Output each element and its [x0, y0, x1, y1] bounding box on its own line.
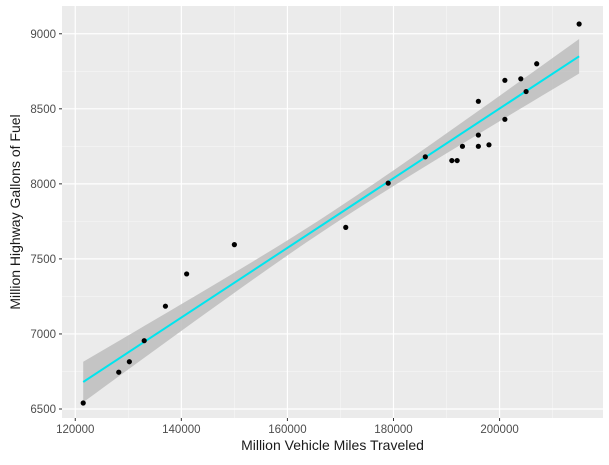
data-point [454, 157, 460, 164]
x-tick-label: 200000 [480, 424, 518, 436]
regression-line [82, 55, 580, 383]
x-tick-label: 160000 [268, 424, 306, 436]
data-point [475, 98, 481, 104]
y-tick-label: 9000 [30, 29, 56, 41]
data-point [141, 338, 147, 344]
data-point [486, 142, 492, 148]
data-point [502, 77, 508, 83]
data-point [518, 76, 524, 82]
data-point [231, 242, 237, 248]
data-points [80, 21, 582, 406]
y-axis-ticks: 6500 7000 7500 8000 8500 9000 [30, 29, 62, 416]
x-axis-ticks: 120000 140000 160000 180000 200000 [56, 418, 519, 436]
data-point [116, 369, 122, 375]
y-tick-label: 8000 [30, 179, 56, 191]
data-point [475, 143, 481, 149]
y-tick-label: 6500 [30, 404, 56, 416]
data-point [343, 224, 349, 230]
y-tick-label: 7500 [30, 254, 56, 266]
x-tick-label: 120000 [56, 424, 94, 436]
data-point [126, 359, 132, 365]
data-point [385, 180, 391, 186]
data-point [162, 303, 169, 309]
data-point [422, 154, 428, 160]
y-tick-label: 7000 [30, 329, 56, 341]
x-axis-title: Million Vehicle Miles Traveled [241, 437, 424, 453]
data-point [475, 132, 481, 138]
data-point [534, 61, 540, 67]
data-point [184, 271, 190, 277]
y-tick-label: 8500 [30, 104, 56, 116]
data-point [80, 400, 86, 406]
data-point [576, 21, 582, 27]
data-point [449, 157, 455, 164]
y-axis-title: Million Highway Gallons of Fuel [7, 114, 23, 309]
data-point [459, 143, 466, 149]
data-point [523, 88, 529, 95]
x-tick-label: 140000 [162, 424, 200, 436]
x-tick-label: 180000 [374, 424, 412, 436]
confidence-band [83, 39, 580, 403]
data-point [502, 116, 508, 122]
